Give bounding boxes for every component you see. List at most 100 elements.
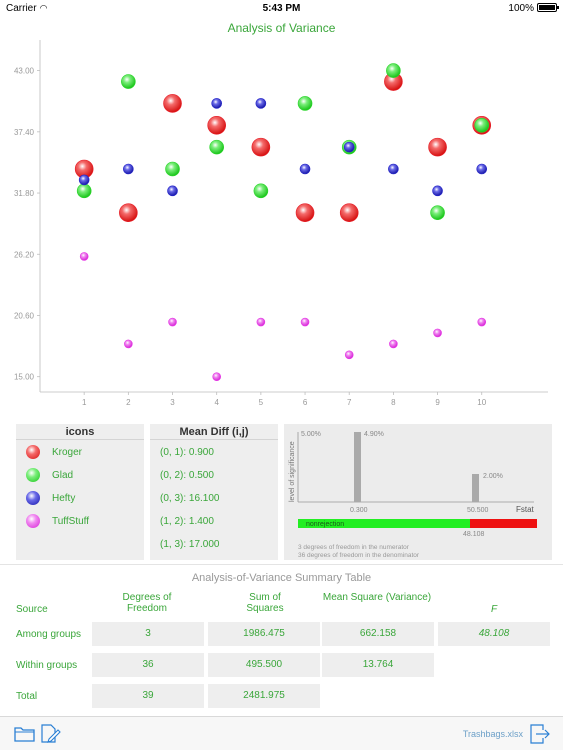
legend-item-tuffstuff: TuffStuff [16, 511, 144, 533]
f-test-panel: level of significance 5.00% 4.90% 0.300 … [284, 424, 552, 560]
x-tick-label: 7 [347, 398, 352, 407]
nonrejection-label: nonrejection [306, 521, 344, 528]
tuffstuff-point [212, 372, 221, 381]
f-bar-2 [472, 474, 479, 502]
f-test-ytop-label: 5.00% [301, 431, 321, 438]
glad-point [253, 183, 269, 199]
mean-diff-row: (1, 2): 1.400 [160, 516, 214, 527]
export-icon[interactable] [529, 724, 551, 744]
cell-ss: 2481.975 [208, 684, 320, 708]
numerator-note: 3 degrees of freedom in the numerator [298, 544, 410, 551]
y-tick-label: 37.40 [14, 128, 35, 137]
battery-indicator: 100% [508, 3, 559, 14]
cell-f: 48.108 [438, 622, 550, 646]
folder-icon[interactable] [14, 725, 36, 743]
tuffstuff-point [256, 317, 266, 327]
tuffstuff-point [344, 350, 354, 360]
hefty-point [211, 98, 222, 109]
header-f: F [490, 604, 498, 615]
cell-df: 39 [92, 684, 204, 708]
kroger-point [119, 203, 138, 223]
file-name-label[interactable]: Trashbags.xlsx [462, 729, 523, 739]
hefty-point [432, 185, 443, 197]
f-bar-2-xlabel: 50.500 [467, 507, 489, 514]
edit-document-icon[interactable] [40, 724, 62, 744]
glad-icon [26, 468, 40, 482]
row-label-among-groups: Among groups [16, 629, 82, 640]
y-tick-label: 26.20 [14, 250, 35, 259]
denominator-note: 36 degrees of freedom in the denominator [298, 552, 420, 559]
y-tick-label: 15.00 [14, 373, 35, 382]
x-tick-label: 10 [477, 398, 486, 407]
hefty-point [167, 185, 178, 197]
glad-point [209, 139, 224, 155]
y-tick-label: 31.80 [14, 189, 35, 198]
tuffstuff-point [389, 339, 398, 349]
tuffstuff-point [124, 339, 133, 349]
kroger-point [428, 137, 447, 157]
cell-ms: 13.764 [322, 653, 434, 677]
tuffstuff-point [477, 317, 487, 327]
kroger-point [339, 203, 359, 223]
cell-ss: 1986.475 [208, 622, 320, 646]
hefty-point [255, 98, 267, 109]
hefty-point [123, 163, 134, 175]
glad-point [430, 205, 445, 221]
x-tick-label: 9 [435, 398, 440, 407]
fstat-value: 48.108 [463, 531, 485, 538]
y-tick-label: 43.00 [14, 67, 35, 76]
rejection-region-bar [470, 519, 537, 528]
glad-point [121, 74, 136, 89]
mean-diff-row: (0, 2): 0.500 [160, 470, 214, 481]
cell-ss: 495.500 [208, 653, 320, 677]
battery-icon [537, 3, 559, 12]
kroger-point [163, 94, 182, 113]
y-tick-label: 20.60 [14, 311, 35, 320]
tuffstuff-point [79, 252, 89, 261]
f-test-xlabel: Fstat [516, 505, 535, 514]
legend-panel: icons Kroger Glad Hefty TuffStuff [16, 424, 144, 560]
x-tick-label: 5 [259, 398, 264, 407]
glad-point [76, 183, 92, 199]
row-label-within-groups: Within groups [16, 660, 78, 671]
chart-axes: 15.00 20.60 26.20 31.80 37.40 43.00 1 2 3 4 5 6 7 8 9 1… [14, 40, 548, 407]
tuffstuff-icon [26, 514, 40, 528]
x-tick-label: 2 [126, 398, 131, 407]
cell-ms: 662.158 [322, 622, 434, 646]
x-tick-label: 8 [391, 398, 396, 407]
f-bar-1-label: 4.90% [364, 431, 384, 438]
mean-diff-panel: Mean Diff (i,j) (0, 1): 0.900 (0, 2): 0.… [150, 424, 278, 560]
hefty-point [343, 141, 355, 153]
section-divider [0, 564, 563, 565]
cell-df: 36 [92, 653, 204, 677]
tuffstuff-point [300, 317, 310, 327]
header-mean-square: Mean Square (Variance) [322, 592, 432, 603]
tuffstuff-point [168, 317, 177, 327]
legend-item-glad: Glad [16, 465, 144, 487]
header-sum-of-squares: Sum of Squares [246, 592, 284, 614]
kroger-icon [26, 445, 40, 459]
glad-point [297, 96, 313, 111]
x-tick-label: 3 [170, 398, 175, 407]
cell-df: 3 [92, 622, 204, 646]
f-test-ylabel: level of significance [289, 441, 296, 502]
f-bar-1 [354, 432, 361, 502]
status-bar: Carrier ◠ 5:43 PM 100% [0, 0, 563, 18]
glad-point [474, 117, 490, 133]
glad-point [386, 63, 401, 78]
mean-diff-row: (0, 1): 0.900 [160, 447, 214, 458]
chart-title: Analysis of Variance [227, 21, 336, 35]
nonrejection-region-bar [298, 519, 470, 528]
clock: 5:43 PM [262, 3, 301, 14]
f-test-chart: level of significance 5.00% 4.90% 0.300 … [289, 431, 537, 559]
f-bar-1-xlabel: 0.300 [350, 507, 368, 514]
hefty-point [78, 174, 90, 186]
anova-scatter-chart: 15.00 20.60 26.20 31.80 37.40 43.00 1 2 3 4 5 6 7 8 9 1… [14, 40, 548, 407]
hefty-icon [26, 491, 40, 505]
legend-header: icons [16, 424, 144, 440]
mean-diff-header: Mean Diff (i,j) [150, 424, 278, 440]
header-degrees-of-freedom: Degrees of Freedom [122, 592, 172, 614]
legend-item-kroger: Kroger [16, 442, 144, 464]
row-label-total: Total [16, 691, 38, 702]
wifi-icon: ◠ [39, 3, 48, 13]
